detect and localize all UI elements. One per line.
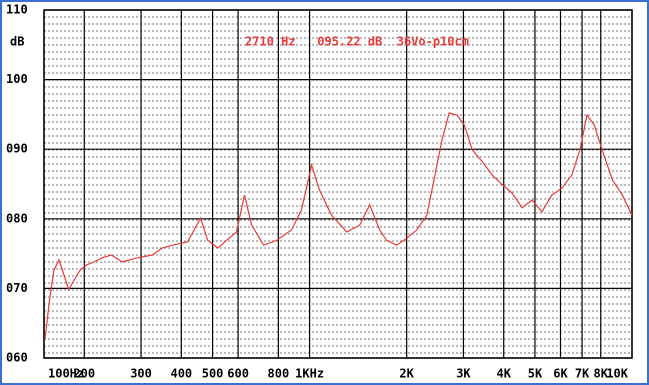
y-tick-label: 070 [6, 281, 28, 295]
y-tick-label: 080 [6, 211, 28, 225]
x-tick-label: 7K [575, 367, 590, 381]
y-axis-label: dB [10, 35, 24, 49]
x-tick-label: 8K [594, 367, 609, 381]
x-tick-label: 1KHz [295, 367, 324, 381]
x-tick-label: 6K [553, 367, 568, 381]
x-tick-label: 500 [202, 367, 224, 381]
annotation: 2710 Hz 095.22 dB 36Vo-p10cm [245, 35, 469, 49]
x-tick-label: 2K [399, 367, 414, 381]
x-tick-label: 3K [456, 367, 471, 381]
x-tick-label: 400 [170, 367, 192, 381]
x-tick-label: 100Hz [48, 367, 84, 381]
x-tick-label: 200 [73, 367, 95, 381]
x-tick-label: 300 [130, 367, 152, 381]
x-tick-label: 800 [268, 367, 290, 381]
y-tick-label: 110 [6, 3, 28, 17]
y-tick-label: 060 [6, 351, 28, 365]
response-line [44, 112, 633, 340]
plot-frame [43, 9, 633, 359]
x-tick-label: 4K [496, 367, 511, 381]
x-tick-label: 600 [227, 367, 249, 381]
x-tick-label: 5K [528, 367, 543, 381]
x-tick-label: 10K [606, 367, 628, 381]
y-tick-label: 090 [6, 142, 28, 156]
y-tick-label: 100 [6, 72, 28, 86]
